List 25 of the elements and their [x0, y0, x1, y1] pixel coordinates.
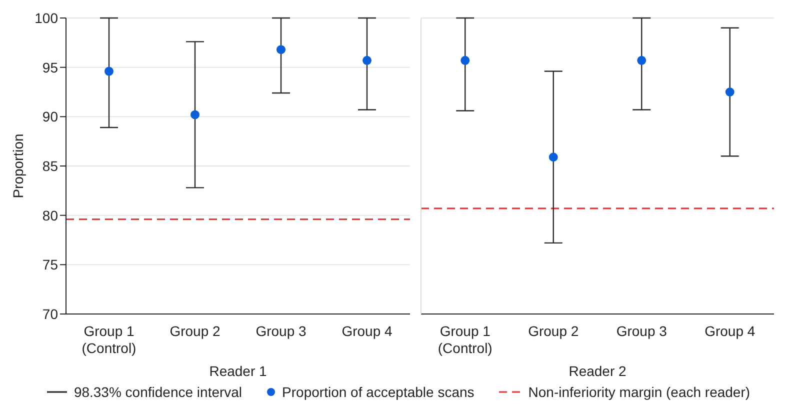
x-tick-label: Group 3 [616, 323, 668, 339]
point [104, 66, 114, 76]
legend-label: Non-inferiority margin (each reader) [528, 384, 750, 400]
x-tick-label: Group 3 [256, 323, 307, 339]
point [190, 110, 200, 120]
y-tick-label: 75 [42, 256, 58, 273]
x-axis-title: Reader 1 [209, 363, 268, 379]
text: 98.33% confidence interval [74, 384, 242, 400]
y-tick-label: 80 [42, 207, 58, 224]
x-tick-label: Group 1 (Control) [82, 323, 136, 356]
x-tick-label: Group 4 [704, 323, 756, 339]
y-tick-label: 85 [42, 158, 58, 174]
y-axis-title: Proportion [10, 134, 26, 198]
y-tick-label: 100 [34, 10, 58, 26]
y-tick-label: 90 [42, 108, 58, 125]
point [276, 45, 286, 54]
y-tick-label: 95 [42, 59, 58, 76]
x-tick-label: Group 4 [342, 323, 393, 339]
x-tick-label: Group 2 [170, 323, 221, 339]
x-tick-label: Group 1 (Control) [438, 323, 492, 356]
point [362, 56, 372, 65]
y-tick-label: 70 [42, 306, 58, 322]
x-tick-label: Group 2 [528, 323, 579, 339]
legend-label: Proportion of acceptable scans [282, 384, 474, 400]
x-axis-title: Reader 2 [568, 363, 627, 379]
